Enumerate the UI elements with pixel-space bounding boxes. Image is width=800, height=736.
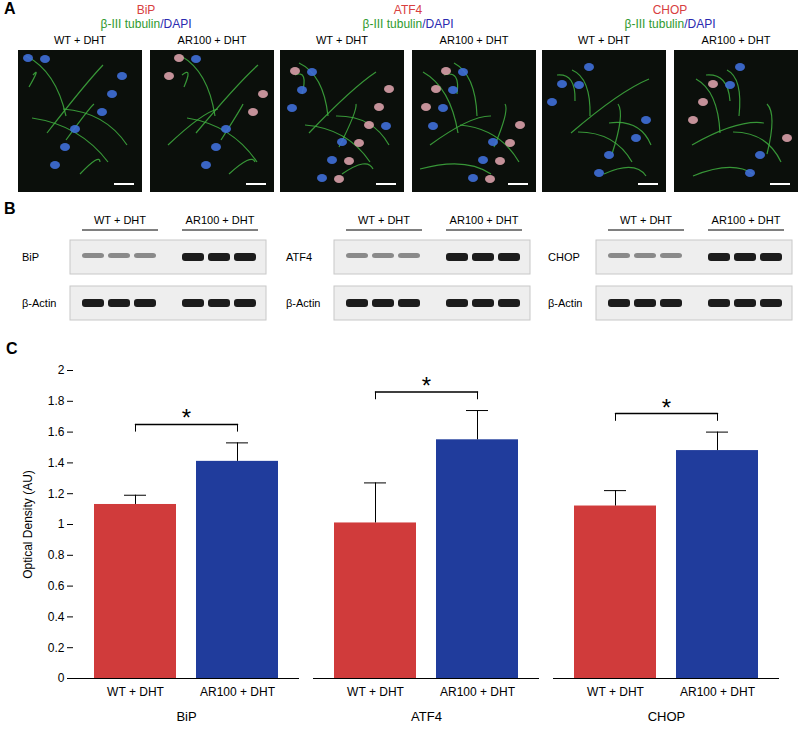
svg-text:ATF4: ATF4 [411, 709, 442, 724]
svg-text:AR100 + DHT: AR100 + DHT [200, 685, 276, 699]
svg-text:WT + DHT: WT + DHT [94, 214, 146, 226]
svg-text:WT + DHT: WT + DHT [578, 34, 630, 46]
svg-text:WT + DHT: WT + DHT [107, 685, 164, 699]
svg-text:AR100 + DHT: AR100 + DHT [680, 685, 756, 699]
svg-text:AR100 + DHT: AR100 + DHT [450, 214, 519, 226]
svg-text:WT + DHT: WT + DHT [358, 214, 410, 226]
svg-text:0.6: 0.6 [48, 579, 65, 593]
svg-text:0.8: 0.8 [48, 548, 65, 562]
svg-text:1.4: 1.4 [48, 456, 65, 470]
svg-text:AR100 + DHT: AR100 + DHT [178, 34, 247, 46]
svg-text:AR100 + DHT: AR100 + DHT [440, 34, 509, 46]
svg-text:WT + DHT: WT + DHT [54, 34, 106, 46]
svg-text:*: * [182, 404, 191, 431]
svg-text:WT + DHT: WT + DHT [316, 34, 368, 46]
svg-text:0: 0 [58, 671, 65, 685]
svg-text:WT + DHT: WT + DHT [347, 685, 404, 699]
svg-text:AR100 + DHT: AR100 + DHT [702, 34, 771, 46]
svg-text:*: * [662, 394, 671, 421]
svg-text:ATF4: ATF4 [286, 251, 312, 263]
svg-text:1.6: 1.6 [48, 425, 65, 439]
svg-text:ATF4: ATF4 [394, 3, 423, 17]
html-text:C: C [6, 340, 18, 357]
svg-text:CHOP: CHOP [548, 251, 580, 263]
svg-text:0.2: 0.2 [48, 641, 65, 655]
svg-text:β-III tubulin/DAPI: β-III tubulin/DAPI [101, 17, 192, 31]
svg-text:Optical Density (AU): Optical Density (AU) [21, 470, 35, 579]
svg-text:1: 1 [58, 517, 65, 531]
svg-text:1.2: 1.2 [48, 487, 65, 501]
svg-text:β-Actin: β-Actin [286, 297, 320, 309]
svg-text:BiP: BiP [137, 3, 156, 17]
svg-text:WT + DHT: WT + DHT [620, 214, 672, 226]
svg-text:WT + DHT: WT + DHT [587, 685, 644, 699]
svg-text:1.8: 1.8 [48, 394, 65, 408]
svg-text:BiP: BiP [22, 251, 39, 263]
svg-text:B: B [4, 200, 16, 217]
svg-text:CHOP: CHOP [653, 3, 688, 17]
svg-text:β-Actin: β-Actin [22, 297, 56, 309]
svg-text:0.4: 0.4 [48, 610, 65, 624]
svg-text:CHOP: CHOP [648, 709, 686, 724]
svg-text:β-Actin: β-Actin [548, 297, 582, 309]
svg-text:β-III tubulin/DAPI: β-III tubulin/DAPI [363, 17, 454, 31]
svg-text:BiP: BiP [176, 709, 196, 724]
svg-text:AR100 + DHT: AR100 + DHT [712, 214, 781, 226]
svg-text:A: A [4, 0, 16, 17]
svg-text:AR100 + DHT: AR100 + DHT [440, 685, 516, 699]
svg-text:*: * [422, 372, 431, 399]
svg-text:AR100 + DHT: AR100 + DHT [186, 214, 255, 226]
svg-text:2: 2 [58, 363, 65, 377]
svg-text:β-III tubulin/DAPI: β-III tubulin/DAPI [625, 17, 716, 31]
